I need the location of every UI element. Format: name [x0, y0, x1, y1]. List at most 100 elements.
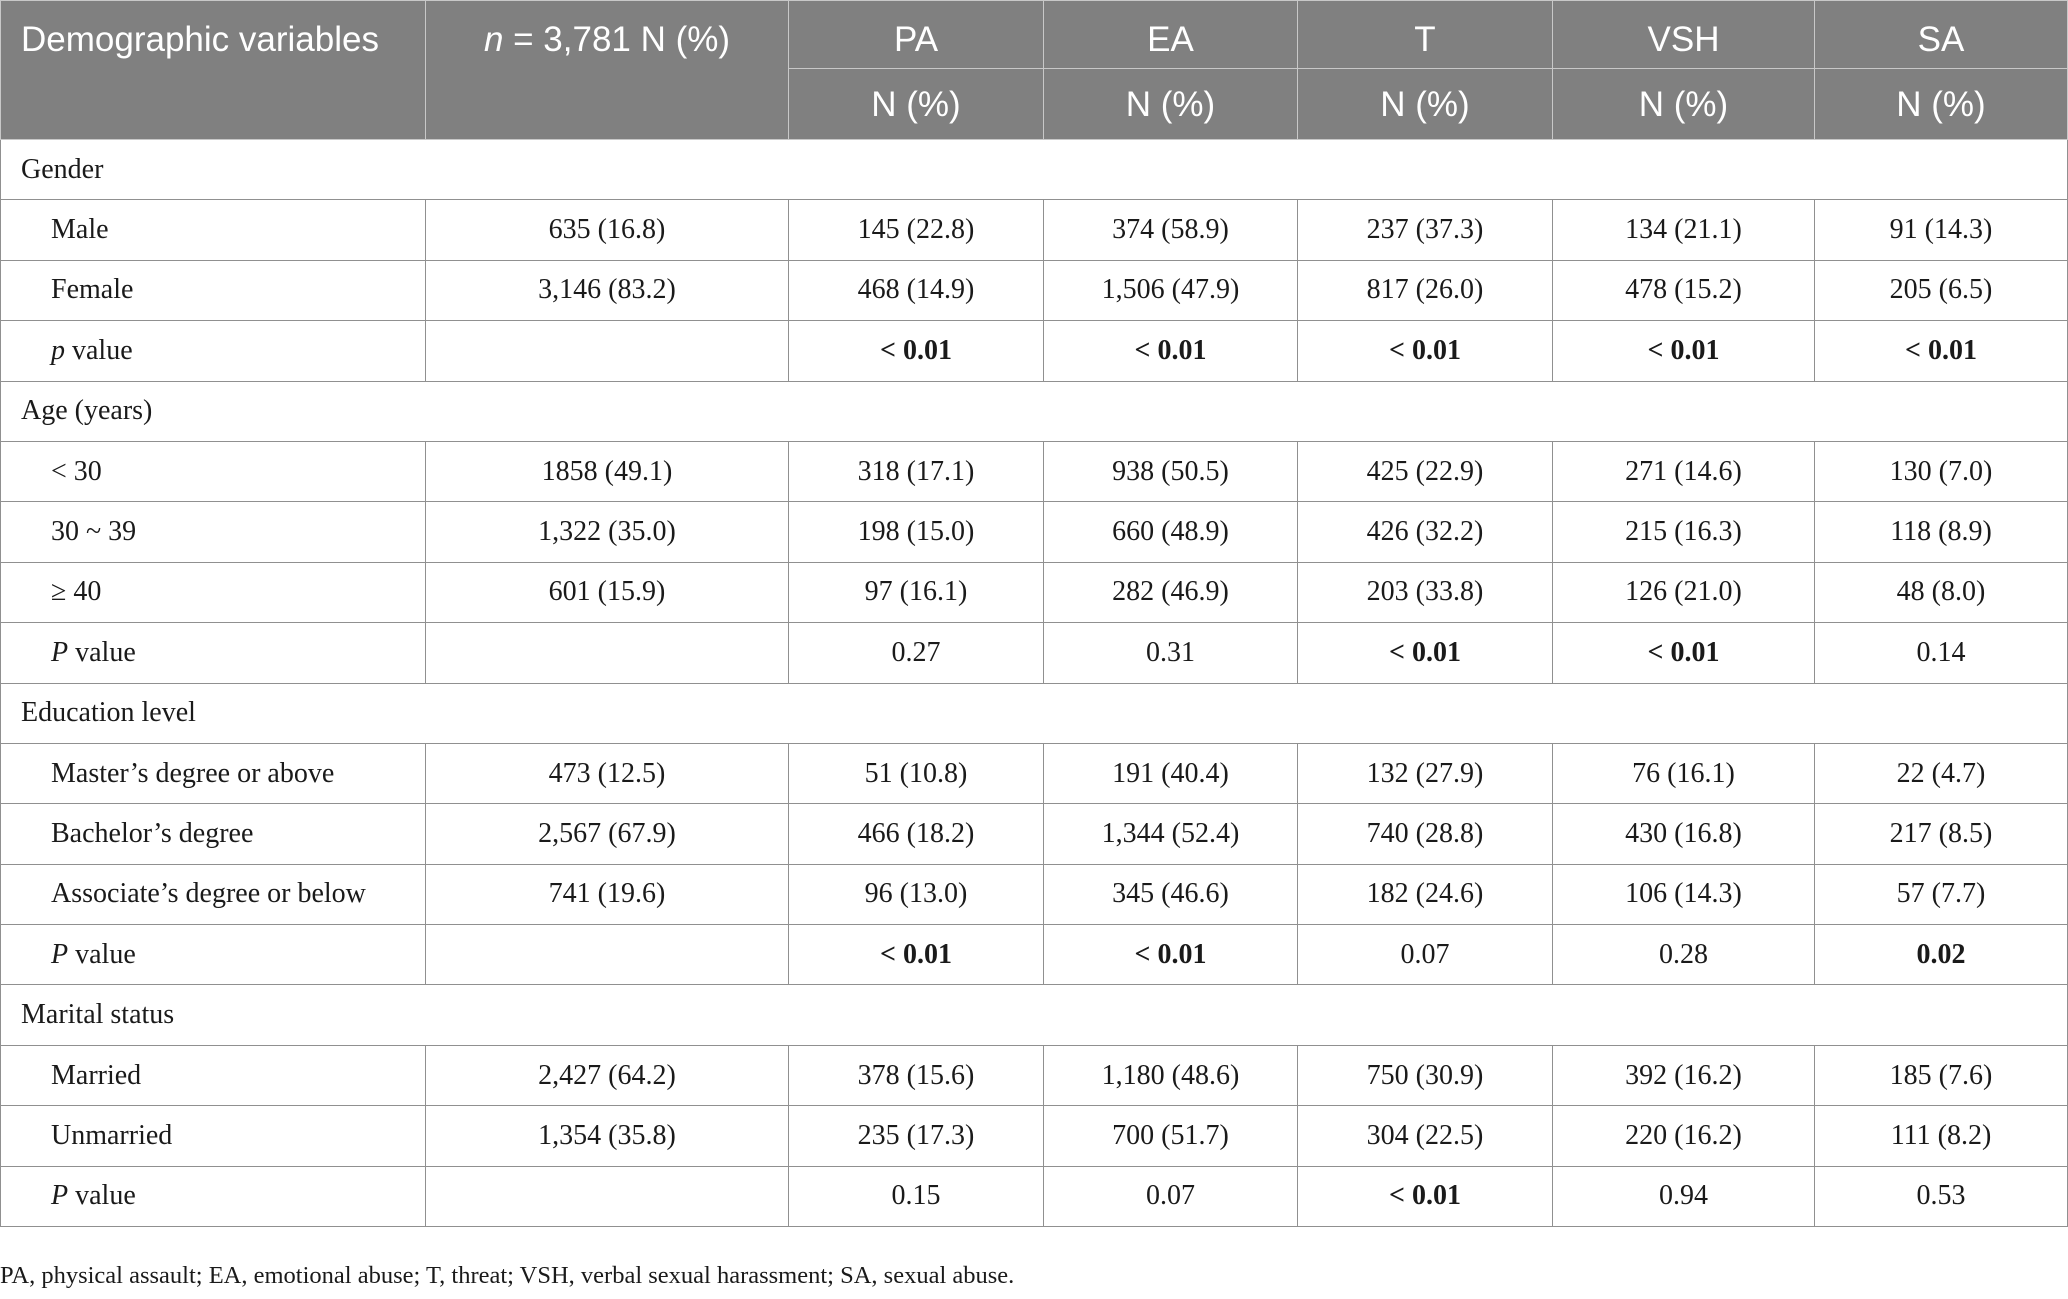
p-value-letter: p [51, 334, 65, 366]
p-value: < 0.01 [1552, 320, 1815, 382]
table-row: 30 ~ 39 1,322 (35.0) 198 (15.0) 660 (48.9) 4… [0, 501, 2068, 563]
table-row: Male 635 (16.8) 145 (22.8) 374 (58.9) 237 (3… [0, 199, 2068, 261]
p-value: 0.02 [1814, 924, 2068, 986]
row-value: 48 (8.0) [1814, 561, 2068, 624]
header-group-pa: PA [788, 0, 1044, 69]
row-value: 374 (58.9) [1043, 199, 1298, 261]
p-value: < 0.01 [1552, 622, 1815, 684]
p-value: < 0.01 [1814, 320, 2068, 382]
row-label: Master’s degree or above [0, 742, 426, 805]
table-row: Female 3,146 (83.2) 468 (14.9) 1,506 (47.9)… [0, 259, 2068, 322]
section-row: Gender [0, 138, 2068, 201]
table-row: Associate’s degree or below 741 (19.6) 96 … [0, 863, 2068, 926]
row-total-n: 1858 (49.1) [425, 440, 789, 503]
header-group-sa: SA [1814, 0, 2068, 69]
row-value: 106 (14.3) [1552, 863, 1815, 926]
row-value: 203 (33.8) [1297, 561, 1553, 624]
p-value-empty [425, 1165, 789, 1228]
header-sub-ea: N (%) [1043, 68, 1298, 140]
row-label: Male [0, 199, 426, 261]
row-total-n: 3,146 (83.2) [425, 259, 789, 322]
p-value: 0.53 [1814, 1165, 2068, 1228]
p-value: < 0.01 [1297, 622, 1553, 684]
section-row: Age (years) [0, 380, 2068, 442]
row-value: 740 (28.8) [1297, 803, 1553, 865]
header-n-symbol: n [483, 20, 504, 59]
p-value-letter: P [51, 1180, 69, 1212]
row-value: 134 (21.1) [1552, 199, 1815, 261]
row-total-n: 741 (19.6) [425, 863, 789, 926]
row-total-n: 1,354 (35.8) [425, 1105, 789, 1167]
row-value: 660 (48.9) [1043, 501, 1298, 563]
header-group-vsh: VSH [1552, 0, 1815, 69]
header-n-text: = 3,781 N (%) [503, 20, 731, 59]
row-value: 466 (18.2) [788, 803, 1044, 865]
section-title: Education level [0, 682, 2068, 744]
row-value: 478 (15.2) [1552, 259, 1815, 322]
header-demographic-variables: Demographic variables [0, 0, 426, 140]
row-value: 198 (15.0) [788, 501, 1044, 563]
header-n-total: n = 3,781 N (%) [425, 0, 789, 140]
table-row: ≥ 40 601 (15.9) 97 (16.1) 282 (46.9) 203 (33… [0, 561, 2068, 624]
section-title: Age (years) [0, 380, 2068, 442]
row-value: 185 (7.6) [1814, 1044, 2068, 1107]
row-value: 304 (22.5) [1297, 1105, 1553, 1167]
header-sub-vsh: N (%) [1552, 68, 1815, 140]
row-value: 191 (40.4) [1043, 742, 1298, 805]
row-total-n: 2,427 (64.2) [425, 1044, 789, 1107]
row-label: Married [0, 1044, 426, 1107]
row-total-n: 473 (12.5) [425, 742, 789, 805]
row-value: 215 (16.3) [1552, 501, 1815, 563]
p-value-letter: P [51, 938, 69, 970]
section-row: Education level [0, 682, 2068, 744]
row-value: 220 (16.2) [1552, 1105, 1815, 1167]
header-sub-sa: N (%) [1814, 68, 2068, 140]
header-sub-pa: N (%) [788, 68, 1044, 140]
p-value: 0.15 [788, 1165, 1044, 1228]
table-footnote: PA, physical assault; EA, emotional abus… [0, 1262, 1015, 1289]
row-value: 111 (8.2) [1814, 1105, 2068, 1167]
p-value-word: value [68, 938, 136, 970]
row-value: 468 (14.9) [788, 259, 1044, 322]
table-body: Gender Male 635 (16.8) 145 (22.8) 374 (58.9)… [0, 138, 2068, 1228]
p-value-word: value [65, 334, 133, 366]
row-label: Female [0, 259, 426, 322]
row-value: 217 (8.5) [1814, 803, 2068, 865]
p-value: 0.94 [1552, 1165, 1815, 1228]
row-label: Bachelor’s degree [0, 803, 426, 865]
p-value-row: P value 0.15 0.07 < 0.01 0.94 0.53 [0, 1165, 2068, 1228]
p-value-word: value [68, 636, 136, 668]
row-label: Unmarried [0, 1105, 426, 1167]
row-value: 318 (17.1) [788, 440, 1044, 503]
p-value-empty [425, 622, 789, 684]
row-label: ≥ 40 [0, 561, 426, 624]
row-total-n: 601 (15.9) [425, 561, 789, 624]
row-value: 282 (46.9) [1043, 561, 1298, 624]
p-value-letter: P [51, 636, 69, 668]
row-value: 1,180 (48.6) [1043, 1044, 1298, 1107]
row-value: 426 (32.2) [1297, 501, 1553, 563]
p-value-label: P value [0, 1165, 426, 1228]
table-header: Demographic variables n = 3,781 N (%) PA… [0, 0, 2068, 140]
section-title: Gender [0, 138, 2068, 201]
row-value: 938 (50.5) [1043, 440, 1298, 503]
p-value: < 0.01 [1043, 924, 1298, 986]
row-value: 205 (6.5) [1814, 259, 2068, 322]
row-value: 237 (37.3) [1297, 199, 1553, 261]
row-value: 132 (27.9) [1297, 742, 1553, 805]
row-value: 700 (51.7) [1043, 1105, 1298, 1167]
row-value: 145 (22.8) [788, 199, 1044, 261]
table-row: < 30 1858 (49.1) 318 (17.1) 938 (50.5) 425 (… [0, 440, 2068, 503]
table-row: Married 2,427 (64.2) 378 (15.6) 1,180 (48.6… [0, 1044, 2068, 1107]
row-value: 130 (7.0) [1814, 440, 2068, 503]
p-value-label: p value [0, 320, 426, 382]
p-value: 0.07 [1297, 924, 1553, 986]
row-value: 1,344 (52.4) [1043, 803, 1298, 865]
row-value: 817 (26.0) [1297, 259, 1553, 322]
row-label: < 30 [0, 440, 426, 503]
row-value: 392 (16.2) [1552, 1044, 1815, 1107]
row-total-n: 2,567 (67.9) [425, 803, 789, 865]
row-value: 96 (13.0) [788, 863, 1044, 926]
header-group-ea: EA [1043, 0, 1298, 69]
